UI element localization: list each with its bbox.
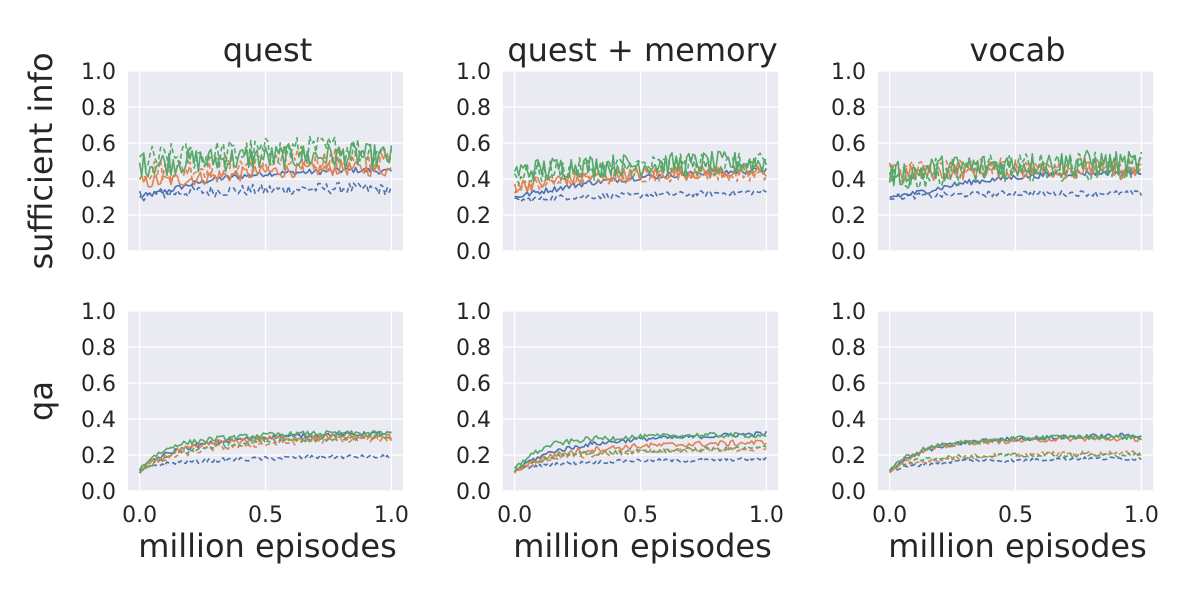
y-tick-label: 0.2	[81, 204, 116, 229]
y-tick-label: 0.4	[831, 168, 866, 193]
y-tick-label: 0.4	[81, 408, 116, 433]
series-line-green-solid	[513, 431, 767, 469]
y-tick-label: 0.2	[81, 444, 116, 469]
y-tick-label: 0.2	[456, 204, 491, 229]
series-line-green-dashed	[888, 151, 1143, 191]
series-line-blue-dashed	[138, 181, 393, 202]
y-tick-label: 0.4	[456, 168, 491, 193]
y-tick-label: 0.6	[831, 372, 866, 397]
series-line-orange-solid	[513, 439, 767, 473]
series-line-green-dashed	[139, 135, 393, 170]
x-tick-label: 0.5	[998, 503, 1033, 528]
y-tick-label: 0.0	[456, 480, 491, 505]
x-tick-label: 1.0	[749, 503, 784, 528]
y-tick-label: 0.2	[831, 204, 866, 229]
y-tick-label: 0.0	[831, 480, 866, 505]
y-tick-label: 0.6	[831, 132, 866, 157]
y-tick-label: 1.0	[81, 60, 116, 85]
series-line-green-solid	[138, 430, 392, 471]
series-line-green-dashed	[139, 433, 392, 473]
y-tick-label: 0.8	[456, 336, 491, 361]
series-line-orange-solid	[138, 433, 393, 472]
series-line-blue-solid	[513, 430, 768, 473]
series-line-orange-dashed	[513, 166, 768, 194]
series-line-orange-dashed	[139, 435, 393, 473]
series-line-blue-dashed	[514, 188, 767, 203]
y-tick-label: 0.8	[831, 336, 866, 361]
y-tick-label: 0.6	[456, 372, 491, 397]
column-title: quest + memory	[507, 31, 777, 69]
y-tick-label: 1.0	[456, 60, 491, 85]
series-line-green-solid	[888, 149, 1142, 187]
x-axis-label: million episodes	[513, 527, 772, 565]
series-line-green-solid	[513, 150, 768, 182]
series-line-blue-dashed	[889, 189, 1143, 200]
row-y-label: sufficient info	[22, 52, 60, 269]
series-line-orange-dashed	[513, 446, 767, 474]
y-tick-label: 0.0	[831, 240, 866, 265]
y-tick-label: 0.4	[81, 168, 116, 193]
y-tick-label: 0.0	[81, 480, 116, 505]
y-tick-label: 1.0	[831, 300, 866, 325]
y-tick-label: 0.4	[831, 408, 866, 433]
series-line-orange-solid	[138, 160, 392, 189]
y-tick-label: 0.6	[81, 132, 116, 157]
series-line-green-dashed	[513, 445, 767, 473]
y-tick-label: 1.0	[456, 300, 491, 325]
y-tick-label: 0.2	[831, 444, 866, 469]
y-tick-label: 0.6	[81, 372, 116, 397]
y-tick-label: 0.8	[81, 96, 116, 121]
y-tick-label: 1.0	[831, 60, 866, 85]
series-line-blue-dashed	[889, 456, 1142, 473]
column-title: vocab	[969, 31, 1065, 69]
series-line-blue-dashed	[139, 454, 392, 472]
x-tick-label: 1.0	[1124, 503, 1159, 528]
x-tick-label: 0.0	[497, 503, 532, 528]
series-line-blue-solid	[139, 166, 393, 199]
y-tick-label: 0.4	[456, 408, 491, 433]
series-line-orange-dashed	[889, 450, 1142, 474]
y-tick-label: 0.8	[81, 336, 116, 361]
series-line-green-solid	[888, 433, 1142, 471]
y-tick-label: 0.8	[831, 96, 866, 121]
series-line-blue-dashed	[514, 456, 768, 472]
x-tick-label: 0.5	[623, 503, 658, 528]
y-tick-label: 0.6	[456, 132, 491, 157]
x-tick-label: 0.5	[248, 503, 283, 528]
y-tick-label: 0.0	[81, 240, 116, 265]
y-tick-label: 0.2	[456, 444, 491, 469]
series-line-green-solid	[138, 142, 393, 178]
series-line-orange-dashed	[888, 157, 1143, 177]
column-title: quest	[223, 31, 313, 69]
panel-0-2: 0.0 0.2 0.4 0.6 0.8 1.0 vocab	[831, 31, 1153, 265]
x-tick-label: 1.0	[374, 503, 409, 528]
y-tick-label: 0.8	[456, 96, 491, 121]
y-tick-label: 1.0	[81, 300, 116, 325]
y-tick-label: 0.0	[456, 240, 491, 265]
panel-0-0: 0.0 0.2 0.4 0.6 0.8 1.0 quest sufficient info	[22, 31, 403, 270]
x-tick-label: 0.0	[872, 503, 907, 528]
row-y-label: qa	[22, 381, 60, 421]
x-axis-label: million episodes	[138, 527, 397, 565]
x-tick-label: 0.0	[122, 503, 157, 528]
x-axis-label: million episodes	[888, 527, 1147, 565]
panel-0-1: 0.0 0.2 0.4 0.6 0.8 1.0 quest + memory	[456, 31, 778, 265]
